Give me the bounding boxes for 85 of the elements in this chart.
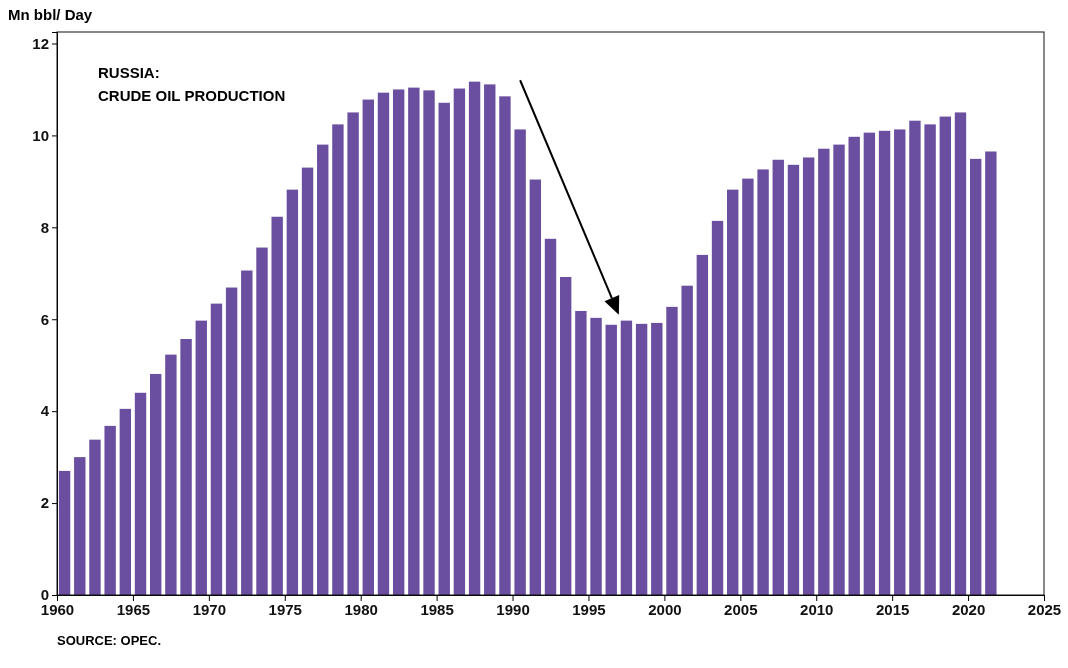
bar bbox=[954, 112, 967, 595]
x-tick-label: 2010 bbox=[800, 600, 834, 618]
bar bbox=[711, 220, 724, 595]
bar bbox=[499, 96, 511, 595]
bar bbox=[347, 112, 359, 595]
bar bbox=[605, 324, 617, 595]
bar bbox=[74, 457, 86, 595]
y-tick-label: 12 bbox=[32, 34, 49, 52]
bar bbox=[210, 303, 223, 595]
bar bbox=[909, 120, 921, 595]
annotation: CRUDE OIL PRODUCTION bbox=[98, 87, 286, 104]
bar bbox=[468, 81, 481, 595]
bar bbox=[180, 339, 192, 595]
bar bbox=[89, 439, 101, 595]
bar bbox=[104, 425, 116, 595]
annotation: RUSSIA: bbox=[98, 64, 160, 81]
bar bbox=[150, 373, 162, 595]
x-tick-label: 1970 bbox=[192, 600, 227, 618]
bar bbox=[408, 87, 420, 595]
bar bbox=[134, 392, 147, 595]
x-tick-label: 2005 bbox=[724, 600, 758, 618]
bar bbox=[681, 285, 693, 595]
bar bbox=[392, 89, 405, 595]
bar bbox=[742, 178, 754, 595]
x-tick-label: 1975 bbox=[268, 600, 302, 618]
bar bbox=[590, 317, 602, 595]
x-tick-label: 1985 bbox=[420, 600, 454, 618]
bar bbox=[696, 254, 709, 595]
bar bbox=[225, 287, 238, 595]
bar bbox=[727, 189, 739, 595]
bar bbox=[438, 102, 450, 595]
bar bbox=[362, 99, 374, 595]
x-tick-label: 2020 bbox=[951, 600, 986, 618]
bar bbox=[453, 88, 466, 595]
source-note: SOURCE: OPEC. bbox=[57, 633, 162, 648]
bar bbox=[848, 136, 860, 595]
bar bbox=[666, 306, 678, 595]
y-tick-label: 8 bbox=[40, 218, 49, 236]
bar bbox=[651, 322, 663, 595]
y-tick-label: 4 bbox=[40, 402, 50, 420]
x-tick-label: 1965 bbox=[116, 600, 151, 618]
bar bbox=[514, 129, 526, 595]
bar bbox=[833, 144, 845, 595]
bar bbox=[863, 132, 876, 595]
x-tick-label: 2000 bbox=[648, 600, 682, 618]
bar bbox=[256, 247, 268, 595]
bar bbox=[894, 129, 906, 595]
x-tick-label: 1995 bbox=[572, 600, 606, 618]
x-tick-label: 2025 bbox=[1027, 600, 1062, 618]
bar bbox=[286, 189, 299, 595]
bar bbox=[559, 276, 572, 595]
bar bbox=[377, 92, 390, 595]
bar bbox=[544, 238, 557, 595]
bar bbox=[620, 320, 633, 595]
y-axis-title: Mn bbl/ Day bbox=[8, 6, 93, 23]
bar bbox=[575, 310, 587, 595]
bar bbox=[241, 270, 253, 595]
bar bbox=[317, 144, 329, 595]
bar bbox=[301, 167, 314, 595]
bar bbox=[195, 320, 207, 595]
bar bbox=[939, 116, 951, 595]
bar bbox=[969, 158, 982, 595]
bar bbox=[772, 159, 784, 595]
x-tick-label: 1990 bbox=[496, 600, 530, 618]
y-tick-label: 2 bbox=[40, 494, 49, 512]
x-tick-label: 1980 bbox=[344, 600, 378, 618]
x-tick-label: 2015 bbox=[875, 600, 910, 618]
bar bbox=[332, 124, 344, 595]
bar bbox=[529, 179, 542, 595]
bar bbox=[635, 323, 648, 595]
bar bbox=[878, 130, 891, 595]
bar bbox=[924, 124, 936, 595]
bar bbox=[165, 354, 177, 595]
bar bbox=[985, 151, 997, 595]
bar bbox=[119, 408, 132, 595]
y-tick-label: 6 bbox=[40, 310, 49, 328]
bar bbox=[818, 148, 830, 595]
bar bbox=[271, 216, 283, 595]
bar bbox=[484, 84, 496, 595]
bar bbox=[58, 470, 71, 595]
bar bbox=[423, 90, 435, 595]
bar bbox=[787, 164, 800, 595]
bar bbox=[802, 157, 815, 595]
bar bbox=[757, 169, 769, 595]
y-tick-label: 10 bbox=[32, 126, 49, 144]
